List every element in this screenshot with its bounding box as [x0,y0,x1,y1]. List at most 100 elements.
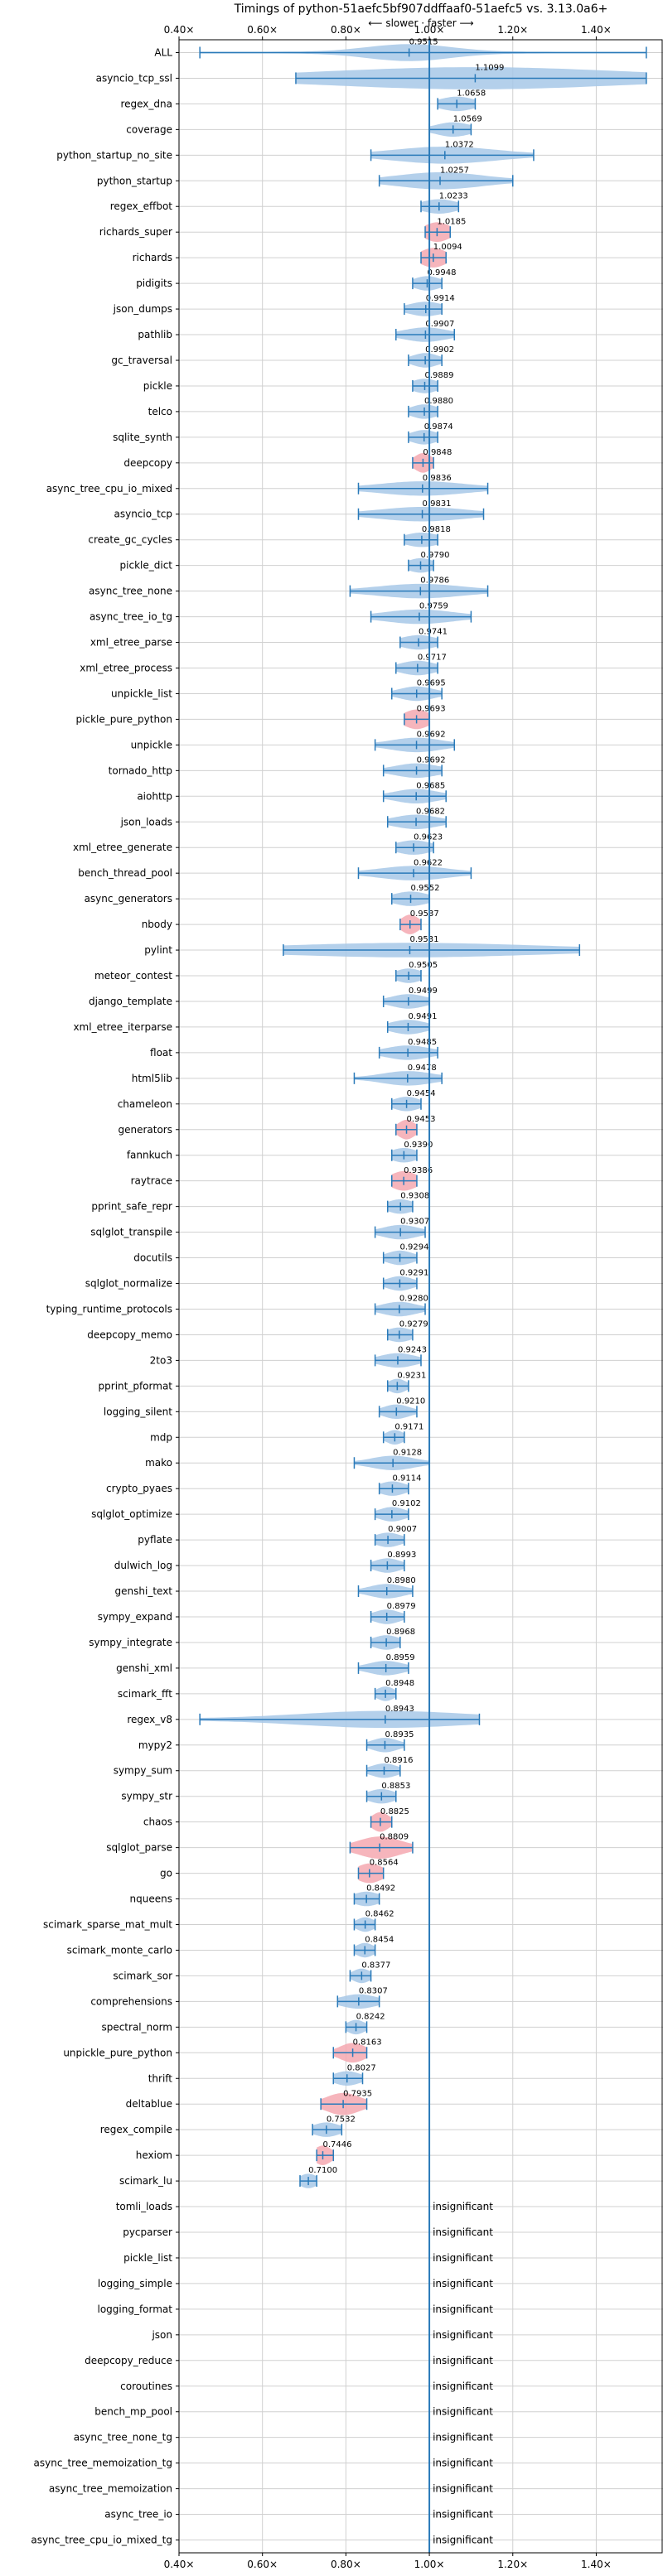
value-label: 0.9291 [399,1269,428,1278]
value-label: 0.9453 [407,1115,436,1124]
benchmark-label-comprehensions: comprehensions [90,1995,172,2007]
value-label: 0.8959 [386,1653,415,1662]
benchmark-label-json: json [151,2329,172,2341]
insignificant-label: insignificant [433,2406,493,2418]
benchmark-label-nqueens: nqueens [130,1893,172,1905]
benchmark-label-tomli-loads: tomli_loads [116,2201,172,2212]
benchmark-label-richards-super: richards_super [99,226,172,238]
benchmark-label-async-tree-io: async_tree_io [104,2509,172,2521]
benchmark-label-deltablue: deltablue [126,2098,172,2110]
value-label: 0.8968 [386,1628,415,1637]
value-label: 1.0658 [457,89,486,98]
benchmark-label-genshi-xml: genshi_xml [116,1662,172,1674]
benchmark-label-sympy-sum: sympy_sum [114,1765,172,1777]
benchmark-label-sqlglot-normalize: sqlglot_normalize [85,1278,172,1290]
insignificant-label: insignificant [433,2278,493,2289]
value-label: 0.9717 [418,654,447,663]
benchmark-label-unpickle-pure-python: unpickle_pure_python [63,2047,172,2058]
value-label: 0.9759 [419,602,448,611]
insignificant-label: insignificant [433,2483,493,2495]
value-label: 0.9790 [420,551,449,560]
x-tick-label-top: 1.40× [581,24,612,36]
value-label: 0.9102 [392,1499,421,1508]
value-label: 0.9537 [410,909,439,919]
value-label: 0.9623 [414,832,443,842]
benchmark-label-python-startup-no-site: python_startup_no_site [56,149,172,161]
benchmark-label-django-template: django_template [89,996,172,1007]
benchmark-label-meteor-contest: meteor_contest [94,970,172,982]
value-label: 0.9171 [394,1422,423,1431]
value-label: 0.8979 [387,1602,416,1611]
value-label: 0.8948 [385,1679,414,1688]
benchmark-label-all: ALL [154,46,172,58]
benchmark-label-json-loads: json_loads [120,816,172,827]
benchmark-label-mako: mako [145,1457,172,1469]
value-label: 0.9499 [409,987,438,996]
benchmark-label-tornado-http: tornado_http [109,765,172,776]
benchmark-label-dulwich-log: dulwich_log [114,1560,172,1571]
benchmark-label-regex-v8: regex_v8 [127,1714,172,1725]
value-label: 1.0185 [437,217,466,226]
benchmark-label-mypy2: mypy2 [138,1739,172,1751]
value-label: 0.9622 [414,858,443,867]
value-label: 0.8853 [381,1782,410,1791]
value-label: 0.9231 [397,1371,426,1380]
marks-layer: 0.9515 1.1099 1.0658 1.0569 1.0372 1.0257 1.02… [199,38,647,2553]
value-label: 0.8825 [380,1807,409,1816]
value-label: 0.8564 [370,1859,399,1868]
benchmark-label-hexiom: hexiom [136,2149,172,2161]
benchmark-label-generators: generators [118,1124,172,1136]
value-label: 0.9692 [417,755,446,765]
benchmark-label-pathlib: pathlib [138,329,172,340]
value-label: 0.9515 [409,38,438,47]
value-label: 0.9831 [423,499,452,509]
benchmark-label-async-tree-io-tg: async_tree_io_tg [90,611,172,623]
x-tick-label-top: 1.20× [497,24,528,36]
benchmark-label-nbody: nbody [142,919,172,930]
value-label: 0.9007 [388,1525,417,1534]
value-label: 0.9836 [423,474,452,483]
value-label: 0.9386 [404,1166,433,1175]
value-label: 0.9307 [400,1218,429,1227]
benchmark-label-docutils: docutils [133,1252,172,1264]
benchmark-label-sympy-expand: sympy_expand [98,1611,172,1623]
value-label: 0.9907 [425,320,454,329]
benchmark-label-pickle-pure-python: pickle_pure_python [76,713,172,725]
value-label: 0.8943 [385,1705,414,1714]
insignificant-label: insignificant [433,2226,493,2238]
value-label: 0.9280 [399,1295,428,1304]
benchmark-label-async-tree-cpu-io-mixed-tg: async_tree_cpu_io_mixed_tg [31,2535,172,2546]
value-label: 0.9685 [416,781,445,790]
value-label: 0.9552 [411,884,440,893]
value-label: 0.9478 [408,1064,437,1073]
insignificant-label: insignificant [433,2303,493,2315]
benchmark-label-deepcopy-reduce: deepcopy_reduce [85,2355,172,2366]
benchmark-label-sqlglot-transpile: sqlglot_transpile [90,1227,172,1238]
benchmark-label-python-startup: python_startup [97,175,172,186]
benchmark-label-scimark-lu: scimark_lu [119,2175,172,2187]
value-label: 0.8027 [347,2063,376,2072]
value-label: 1.0257 [440,166,469,175]
benchmark-label-genshi-text: genshi_text [115,1585,173,1597]
value-label: 0.9114 [392,1474,421,1483]
benchmark-label-asyncio-tcp: asyncio_tcp [114,509,172,520]
benchmark-label-deepcopy: deepcopy [123,457,172,469]
x-tick-label-top: 0.80× [331,24,361,36]
benchmark-label-html5lib: html5lib [132,1073,172,1084]
value-label: 0.8307 [359,1986,388,1995]
benchmark-label-pickle-dict: pickle_dict [120,560,173,572]
benchmark-label-async-tree-memoization: async_tree_memoization [49,2483,172,2495]
value-label: 0.8163 [353,2038,382,2047]
x-tick-label-bottom: 1.40× [581,2559,612,2570]
benchmark-label-bench-mp-pool: bench_mp_pool [94,2406,172,2418]
value-label: 1.0233 [439,191,468,200]
value-label: 0.9505 [409,961,438,970]
value-label: 0.9210 [396,1397,425,1406]
benchmark-label-scimark-sor: scimark_sor [113,1970,172,1981]
benchmark-label-xml-etree-parse: xml_etree_parse [90,637,172,649]
benchmark-label-async-generators: async_generators [85,893,172,904]
benchmark-label-pyflate: pyflate [138,1534,172,1546]
benchmark-label-sqlite-synth: sqlite_synth [113,432,172,443]
benchmark-label-pickle-list: pickle_list [123,2252,172,2264]
value-label: 0.8377 [361,1961,390,1971]
